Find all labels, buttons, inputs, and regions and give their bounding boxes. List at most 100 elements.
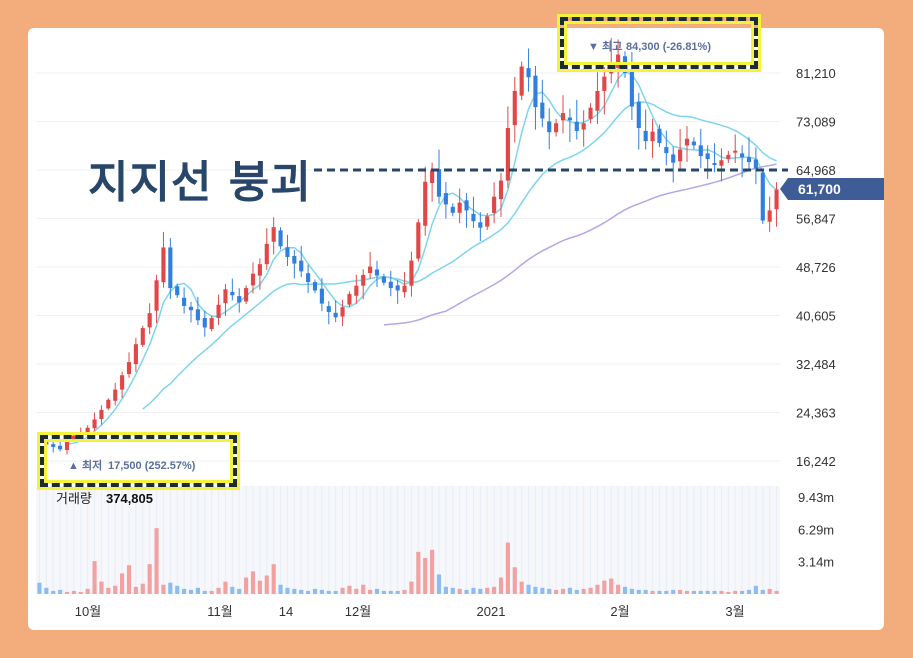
candle-body — [147, 313, 152, 328]
volume-bar — [237, 588, 242, 594]
candle-body — [622, 56, 628, 74]
candle-body — [760, 172, 765, 221]
candle-body — [264, 243, 269, 265]
volume-bar — [312, 588, 318, 594]
volume-bar — [478, 588, 483, 594]
candle-body — [733, 150, 738, 153]
y-tick-label: 40,605 — [796, 309, 836, 324]
volume-bar — [774, 590, 779, 594]
x-tick-label: 11월 — [207, 604, 232, 619]
volume-bar — [292, 588, 297, 594]
volume-bar — [492, 586, 497, 594]
volume-tick-label: 9.43m — [798, 490, 834, 505]
volume-bar — [250, 571, 256, 594]
ma-long-line — [383, 163, 777, 326]
volume-bar — [402, 589, 407, 594]
candle-body — [629, 71, 634, 107]
volume-bar — [498, 577, 504, 594]
candle-body — [37, 438, 42, 442]
candle-body — [657, 128, 662, 143]
volume-bar — [719, 590, 724, 594]
candle-body — [753, 159, 758, 169]
volume-bar — [560, 588, 566, 594]
volume-bar — [333, 590, 338, 594]
candle-body — [416, 222, 421, 259]
volume-bar — [230, 586, 235, 594]
volume-bar — [44, 587, 49, 594]
volume-bar — [684, 590, 690, 594]
volume-bar — [416, 551, 421, 594]
candle-body — [746, 157, 752, 163]
candle-body — [319, 288, 324, 304]
candle-body — [51, 444, 56, 447]
candlestick-chart: 81,210 73,089 64,968 56,847 48,726 40,605 32,4… — [36, 38, 836, 619]
volume-bar — [374, 588, 380, 594]
volume-bar — [133, 586, 138, 594]
candle-body — [774, 189, 779, 210]
volume-bar — [195, 587, 200, 594]
x-tick-label: 2월 — [610, 604, 629, 619]
volume-bar — [457, 588, 462, 594]
y-tick-label: 73,089 — [796, 115, 836, 130]
candle-body — [767, 210, 772, 222]
volume-bar — [306, 590, 311, 594]
candle-body — [671, 154, 676, 163]
volume-bar — [678, 589, 683, 594]
volume-bar — [657, 590, 662, 594]
candle-body — [78, 432, 83, 435]
volume-bar — [423, 558, 428, 594]
x-tick-label: 2021 — [477, 604, 506, 619]
candle-body — [471, 213, 476, 222]
volume-bars — [37, 528, 779, 594]
candle-body — [381, 276, 386, 283]
volume-bar — [299, 589, 304, 594]
candle-body — [182, 297, 187, 306]
volume-bar — [113, 585, 118, 594]
candle-body — [402, 285, 407, 293]
candle-body — [175, 286, 180, 296]
volume-bar — [574, 589, 579, 594]
candle-body — [705, 153, 710, 160]
candle-body — [333, 312, 338, 318]
candle-body — [650, 131, 655, 142]
volume-bar — [126, 565, 132, 594]
candle-body — [512, 90, 517, 126]
volume-bar — [340, 587, 345, 594]
x-tick-label: 14 — [279, 604, 293, 619]
high-callout-box — [560, 17, 758, 69]
candle-body — [574, 121, 579, 131]
high-marker-prefix: ▼ 최고 — [588, 39, 622, 53]
candle-body — [154, 280, 159, 311]
y-tick-label: 56,847 — [796, 212, 836, 227]
volume-bar — [285, 587, 290, 594]
candle-body — [202, 317, 207, 328]
volume-bar — [595, 584, 600, 594]
volume-bar — [120, 573, 125, 594]
volume-bar — [99, 581, 104, 594]
candle-body — [168, 247, 173, 289]
volume-bar — [746, 589, 752, 594]
volume-bar — [609, 578, 614, 594]
volume-bar — [64, 591, 70, 594]
volume-bar — [37, 582, 42, 594]
volume-bar — [664, 590, 669, 594]
volume-bar — [581, 588, 586, 594]
candle-body — [485, 216, 490, 227]
candle-body — [684, 138, 690, 146]
x-tick-label: 10월 — [75, 604, 101, 619]
volume-bar — [154, 528, 159, 594]
volume-bar — [92, 561, 97, 594]
candle-body — [457, 202, 462, 213]
candle-body — [409, 260, 414, 286]
volume-bar — [512, 567, 517, 594]
candle-body — [126, 362, 132, 375]
candle-body — [216, 304, 221, 318]
candle-body — [195, 309, 200, 321]
candle-body — [602, 76, 607, 91]
candle-body — [595, 90, 600, 111]
volume-bar — [464, 589, 469, 594]
candle-body — [643, 130, 648, 142]
candle-body — [106, 399, 111, 409]
volume-title: 거래량 — [56, 491, 92, 506]
candle-body — [161, 247, 166, 283]
